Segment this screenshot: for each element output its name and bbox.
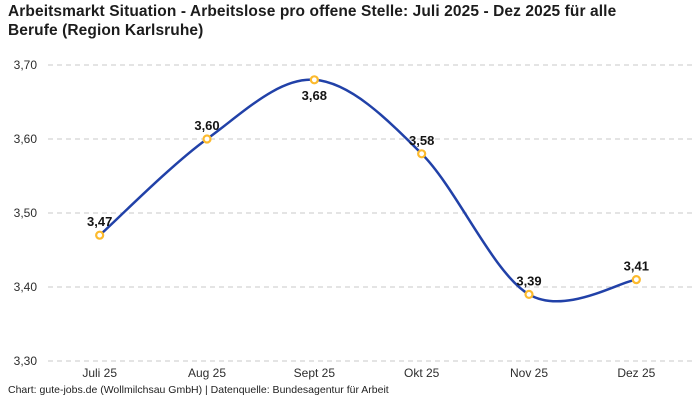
x-axis-label: Sept 25 bbox=[294, 366, 336, 380]
data-point-label: 3,47 bbox=[87, 214, 112, 229]
data-point-marker[interactable] bbox=[309, 75, 319, 85]
data-point-label: 3,41 bbox=[624, 259, 649, 274]
data-point-label: 3,39 bbox=[516, 273, 541, 288]
x-axis-label: Nov 25 bbox=[510, 366, 548, 380]
data-point-marker[interactable] bbox=[95, 230, 105, 240]
series-line bbox=[98, 78, 638, 303]
y-axis-tick-label: 3,60 bbox=[14, 132, 38, 146]
data-point-marker[interactable] bbox=[631, 275, 641, 285]
data-point-label: 3,68 bbox=[302, 88, 327, 103]
x-axis-label: Dez 25 bbox=[617, 366, 655, 380]
data-point-marker[interactable] bbox=[202, 134, 212, 144]
x-axis-label: Okt 25 bbox=[404, 366, 440, 380]
y-axis-tick-label: 3,50 bbox=[14, 206, 38, 220]
x-axis-label: Juli 25 bbox=[82, 366, 117, 380]
footer-credit: Chart: gute-jobs.de (Wollmilchsau GmbH) … bbox=[8, 384, 389, 396]
y-axis-tick-label: 3,40 bbox=[14, 280, 38, 294]
y-axis-tick-label: 3,30 bbox=[14, 354, 38, 368]
chart-title: Arbeitsmarkt Situation - Arbeitslose pro… bbox=[8, 3, 617, 39]
y-axis-tick-label: 3,70 bbox=[14, 58, 38, 72]
data-point-marker[interactable] bbox=[524, 289, 534, 299]
data-point-label: 3,58 bbox=[409, 133, 434, 148]
data-point-label: 3,60 bbox=[194, 118, 219, 133]
x-axis-label: Aug 25 bbox=[188, 366, 226, 380]
data-point-marker[interactable] bbox=[417, 149, 427, 159]
